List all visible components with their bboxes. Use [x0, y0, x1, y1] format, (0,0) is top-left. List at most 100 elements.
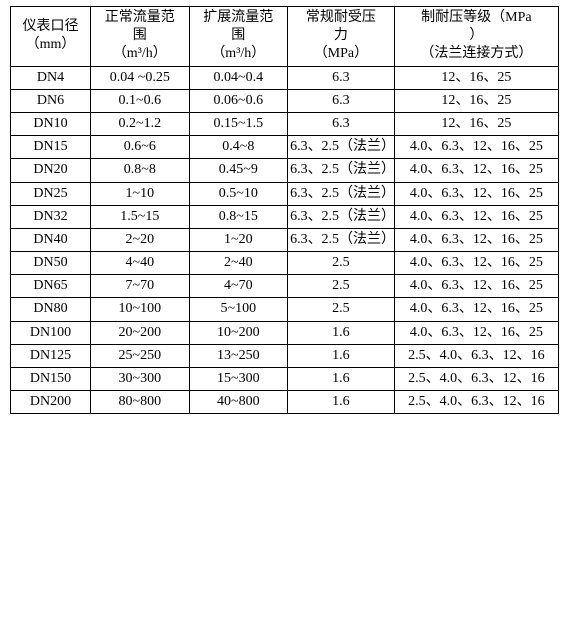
table-cell: 25~250: [91, 344, 190, 367]
table-cell: 10~200: [189, 321, 288, 344]
spec-table: 仪表口径 （mm） 正常流量范 围 （m³/h） 扩展流量范 围 （m³/h） …: [10, 6, 559, 414]
table-row: DN504~402~402.54.0、6.3、12、16、25: [11, 252, 559, 275]
table-row: DN150.6~60.4~86.3、2.5（法兰）4.0、6.3、12、16、2…: [11, 136, 559, 159]
table-row: DN60.1~0.60.06~0.66.312、16、25: [11, 89, 559, 112]
table-cell: 4.0、6.3、12、16、25: [394, 228, 558, 251]
table-cell: 2.5、4.0、6.3、12、16: [394, 368, 558, 391]
table-cell: 6.3、2.5（法兰）: [288, 136, 395, 159]
col-header-text: 常规耐受压: [306, 10, 376, 25]
table-cell: 5~100: [189, 298, 288, 321]
table-cell: 4.0、6.3、12、16、25: [394, 205, 558, 228]
table-cell: 40~800: [189, 391, 288, 414]
table-body: DN40.04 ~0.250.04~0.46.312、16、25DN60.1~0…: [11, 66, 559, 414]
table-cell: DN4: [11, 66, 91, 89]
table-cell: 13~250: [189, 344, 288, 367]
table-cell: DN80: [11, 298, 91, 321]
table-cell: 0.15~1.5: [189, 112, 288, 135]
table-row: DN100.2~1.20.15~1.56.312、16、25: [11, 112, 559, 135]
table-cell: DN20: [11, 159, 91, 182]
table-cell: 2.5: [288, 275, 395, 298]
table-cell: 30~300: [91, 368, 190, 391]
table-cell: 12、16、25: [394, 66, 558, 89]
table-cell: DN200: [11, 391, 91, 414]
table-cell: DN65: [11, 275, 91, 298]
table-row: DN402~201~206.3、2.5（法兰）4.0、6.3、12、16、25: [11, 228, 559, 251]
table-cell: 0.1~0.6: [91, 89, 190, 112]
table-cell: 1~10: [91, 182, 190, 205]
table-cell: 1.6: [288, 368, 395, 391]
table-cell: DN100: [11, 321, 91, 344]
col-header-text: 制耐压等级（MPa: [421, 10, 531, 25]
table-head: 仪表口径 （mm） 正常流量范 围 （m³/h） 扩展流量范 围 （m³/h） …: [11, 7, 559, 67]
table-cell: 0.45~9: [189, 159, 288, 182]
table-cell: 10~100: [91, 298, 190, 321]
table-cell: 7~70: [91, 275, 190, 298]
table-cell: 0.2~1.2: [91, 112, 190, 135]
table-cell: 6.3: [288, 89, 395, 112]
table-cell: 2.5: [288, 252, 395, 275]
table-cell: 0.04 ~0.25: [91, 66, 190, 89]
col-header-extended-flow: 扩展流量范 围 （m³/h）: [189, 7, 288, 67]
table-cell: 80~800: [91, 391, 190, 414]
table-cell: 6.3、2.5（法兰）: [288, 182, 395, 205]
col-header-normal-flow: 正常流量范 围 （m³/h）: [91, 7, 190, 67]
col-header-pressure: 常规耐受压 力 （MPa）: [288, 7, 395, 67]
col-header-text: （法兰连接方式）: [420, 46, 532, 61]
table-cell: 2~40: [189, 252, 288, 275]
table-cell: 4.0、6.3、12、16、25: [394, 136, 558, 159]
table-cell: 0.8~8: [91, 159, 190, 182]
table-cell: 2~20: [91, 228, 190, 251]
table-cell: 0.5~10: [189, 182, 288, 205]
table-cell: 4.0、6.3、12、16、25: [394, 252, 558, 275]
table-row: DN321.5~150.8~156.3、2.5（法兰）4.0、6.3、12、16…: [11, 205, 559, 228]
col-header-caliber: 仪表口径 （mm）: [11, 7, 91, 67]
table-cell: 0.06~0.6: [189, 89, 288, 112]
table-cell: 0.8~15: [189, 205, 288, 228]
table-cell: 4.0、6.3、12、16、25: [394, 321, 558, 344]
table-row: DN657~704~702.54.0、6.3、12、16、25: [11, 275, 559, 298]
col-header-text: 围: [231, 28, 245, 43]
table-cell: DN125: [11, 344, 91, 367]
col-header-text: （mm）: [26, 37, 76, 52]
col-header-text: （m³/h）: [211, 46, 265, 61]
table-cell: 4~40: [91, 252, 190, 275]
table-cell: 2.5: [288, 298, 395, 321]
table-row: DN20080~80040~8001.62.5、4.0、6.3、12、16: [11, 391, 559, 414]
col-header-text: 正常流量范: [105, 10, 175, 25]
table-cell: DN150: [11, 368, 91, 391]
col-header-pressure-class: 制耐压等级（MPa ） （法兰连接方式）: [394, 7, 558, 67]
table-cell: 6.3: [288, 66, 395, 89]
table-cell: 6.3: [288, 112, 395, 135]
col-header-text: 扩展流量范: [203, 10, 273, 25]
table-cell: 4.0、6.3、12、16、25: [394, 275, 558, 298]
table-row: DN200.8~80.45~96.3、2.5（法兰）4.0、6.3、12、16、…: [11, 159, 559, 182]
table-cell: 1.6: [288, 321, 395, 344]
table-cell: 0.6~6: [91, 136, 190, 159]
table-cell: 20~200: [91, 321, 190, 344]
table-cell: 4.0、6.3、12、16、25: [394, 298, 558, 321]
table-cell: 12、16、25: [394, 89, 558, 112]
col-header-text: ）: [469, 28, 483, 43]
table-row: DN10020~20010~2001.64.0、6.3、12、16、25: [11, 321, 559, 344]
table-cell: 12、16、25: [394, 112, 558, 135]
table-cell: 1~20: [189, 228, 288, 251]
table-cell: 6.3、2.5（法兰）: [288, 159, 395, 182]
col-header-text: （m³/h）: [113, 46, 167, 61]
table-cell: 1.5~15: [91, 205, 190, 228]
table-cell: DN40: [11, 228, 91, 251]
table-cell: 4.0、6.3、12、16、25: [394, 159, 558, 182]
table-row: DN251~100.5~106.3、2.5（法兰）4.0、6.3、12、16、2…: [11, 182, 559, 205]
table-cell: 0.04~0.4: [189, 66, 288, 89]
spec-table-container: 仪表口径 （mm） 正常流量范 围 （m³/h） 扩展流量范 围 （m³/h） …: [0, 0, 569, 422]
table-row: DN40.04 ~0.250.04~0.46.312、16、25: [11, 66, 559, 89]
col-header-text: 仪表口径: [23, 19, 79, 34]
table-cell: DN32: [11, 205, 91, 228]
table-cell: 6.3、2.5（法兰）: [288, 228, 395, 251]
table-header-row: 仪表口径 （mm） 正常流量范 围 （m³/h） 扩展流量范 围 （m³/h） …: [11, 7, 559, 67]
col-header-text: 围: [133, 28, 147, 43]
table-row: DN15030~30015~3001.62.5、4.0、6.3、12、16: [11, 368, 559, 391]
table-cell: 4~70: [189, 275, 288, 298]
col-header-text: 力: [334, 28, 348, 43]
table-cell: 1.6: [288, 344, 395, 367]
table-row: DN12525~25013~2501.62.5、4.0、6.3、12、16: [11, 344, 559, 367]
